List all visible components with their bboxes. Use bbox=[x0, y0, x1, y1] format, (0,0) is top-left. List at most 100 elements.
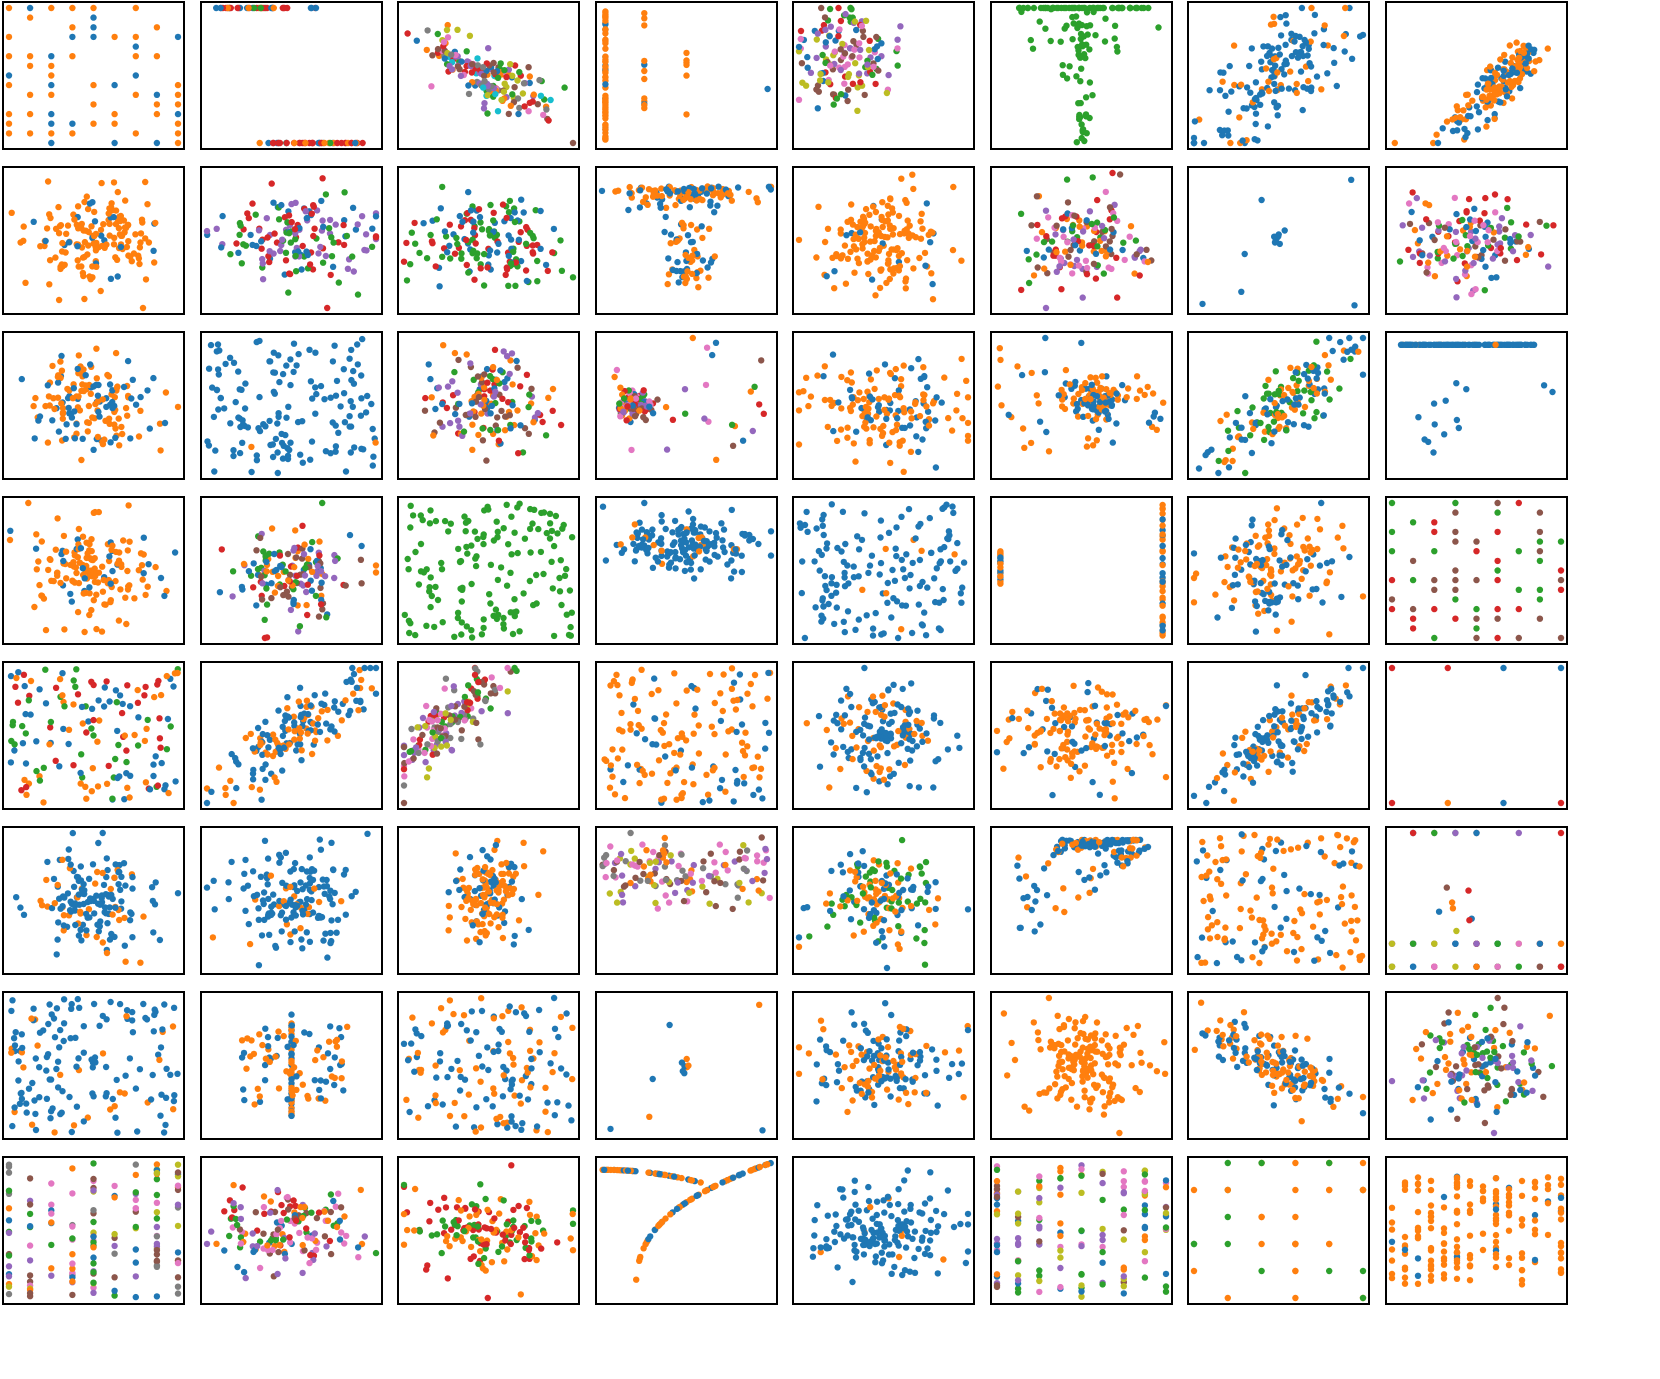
scatter-point bbox=[286, 571, 293, 578]
scatter-point bbox=[1276, 557, 1283, 564]
scatter-point bbox=[90, 33, 97, 41]
scatter-point bbox=[1440, 244, 1447, 252]
scatter-point bbox=[349, 367, 356, 375]
scatter-point bbox=[452, 410, 459, 418]
scatter-point bbox=[1079, 294, 1086, 301]
scatter-point bbox=[281, 431, 288, 439]
scatter-point bbox=[1284, 396, 1291, 403]
scatter-point bbox=[95, 697, 102, 704]
scatter-point bbox=[1522, 60, 1529, 67]
scatter-plot-6 bbox=[1015, 4, 1162, 146]
scatter-point bbox=[359, 706, 367, 713]
scatter-point bbox=[1044, 214, 1051, 221]
scatter-point bbox=[1231, 571, 1239, 578]
scatter-point bbox=[44, 439, 52, 446]
scatter-point bbox=[1333, 82, 1340, 90]
scatter-point bbox=[894, 415, 901, 422]
scatter-plot-15 bbox=[1199, 176, 1358, 309]
scatter-point bbox=[871, 385, 878, 393]
scatter-point bbox=[308, 568, 315, 575]
scatter-point bbox=[859, 412, 866, 420]
scatter-point bbox=[1084, 412, 1091, 420]
scatter-point bbox=[1321, 22, 1328, 29]
scatter-point bbox=[274, 707, 282, 714]
scatter-point bbox=[1106, 246, 1113, 253]
scatter-point bbox=[296, 451, 303, 458]
scatter-point bbox=[1253, 555, 1260, 563]
scatter-point bbox=[918, 210, 925, 217]
scatter-point bbox=[95, 408, 102, 416]
scatter-point bbox=[851, 269, 858, 276]
scatter-point bbox=[876, 571, 883, 578]
scatter-point bbox=[871, 247, 878, 255]
scatter-point bbox=[601, 102, 609, 110]
scatter-point bbox=[689, 515, 696, 523]
scatter-point bbox=[474, 55, 481, 62]
scatter-point bbox=[405, 617, 413, 624]
scatter-point bbox=[717, 520, 725, 527]
scatter-point bbox=[354, 291, 361, 298]
scatter-point bbox=[301, 139, 309, 147]
scatter-point bbox=[486, 247, 494, 254]
scatter-point bbox=[14, 699, 22, 706]
scatter-point bbox=[865, 270, 872, 278]
scatter-point bbox=[1452, 380, 1459, 387]
scatter-point bbox=[1038, 228, 1045, 236]
scatter-point bbox=[304, 710, 311, 718]
scatter-point bbox=[456, 423, 463, 430]
scatter-point bbox=[400, 766, 408, 773]
scatter-point bbox=[1074, 47, 1082, 54]
scatter-point bbox=[480, 250, 488, 258]
scatter-point bbox=[1075, 262, 1082, 269]
scatter-point bbox=[909, 171, 916, 178]
scatter-point bbox=[841, 583, 849, 590]
scatter-point bbox=[284, 289, 291, 296]
scatter-point bbox=[1027, 439, 1034, 447]
scatter-point bbox=[1271, 399, 1278, 407]
scatter-point bbox=[903, 551, 910, 558]
scatter-point bbox=[451, 633, 458, 640]
scatter-point bbox=[1316, 526, 1324, 533]
scatter-point bbox=[1083, 271, 1090, 278]
scatter-point bbox=[631, 558, 638, 565]
scatter-point bbox=[912, 234, 919, 241]
scatter-point bbox=[25, 697, 32, 704]
scatter-point bbox=[464, 550, 471, 557]
scatter-point bbox=[507, 425, 514, 432]
scatter-point bbox=[70, 385, 78, 392]
scatter-point bbox=[1070, 212, 1078, 219]
scatter-point bbox=[1508, 54, 1516, 61]
scatter-point bbox=[1158, 622, 1166, 629]
scatter-point bbox=[828, 501, 835, 508]
scatter-point bbox=[1536, 548, 1543, 555]
scatter-point bbox=[220, 405, 227, 412]
scatter-point bbox=[454, 417, 462, 424]
scatter-point bbox=[1226, 62, 1233, 70]
scatter-point bbox=[818, 4, 825, 12]
scatter-panel-16 bbox=[1384, 166, 1568, 315]
scatter-point bbox=[1284, 419, 1292, 426]
scatter-point bbox=[1301, 547, 1308, 554]
scatter-point bbox=[291, 728, 298, 735]
scatter-point bbox=[1265, 607, 1272, 614]
scatter-point bbox=[58, 248, 66, 255]
scatter-point bbox=[174, 110, 182, 118]
scatter-point bbox=[996, 356, 1004, 364]
scatter-point bbox=[137, 393, 144, 401]
scatter-point bbox=[161, 786, 168, 793]
scatter-point bbox=[99, 563, 106, 570]
scatter-point bbox=[1242, 541, 1250, 549]
scatter-point bbox=[349, 204, 356, 211]
scatter-point bbox=[58, 400, 65, 407]
scatter-point bbox=[20, 671, 28, 678]
scatter-point bbox=[346, 423, 353, 430]
scatter-point bbox=[1041, 25, 1049, 32]
scatter-point bbox=[1096, 384, 1104, 392]
scatter-plot-10 bbox=[203, 175, 379, 312]
scatter-point bbox=[905, 505, 913, 513]
scatter-point bbox=[479, 425, 486, 432]
scatter-point bbox=[820, 531, 827, 539]
scatter-point bbox=[1048, 238, 1055, 245]
scatter-point bbox=[1422, 269, 1430, 276]
scatter-point bbox=[465, 682, 472, 689]
